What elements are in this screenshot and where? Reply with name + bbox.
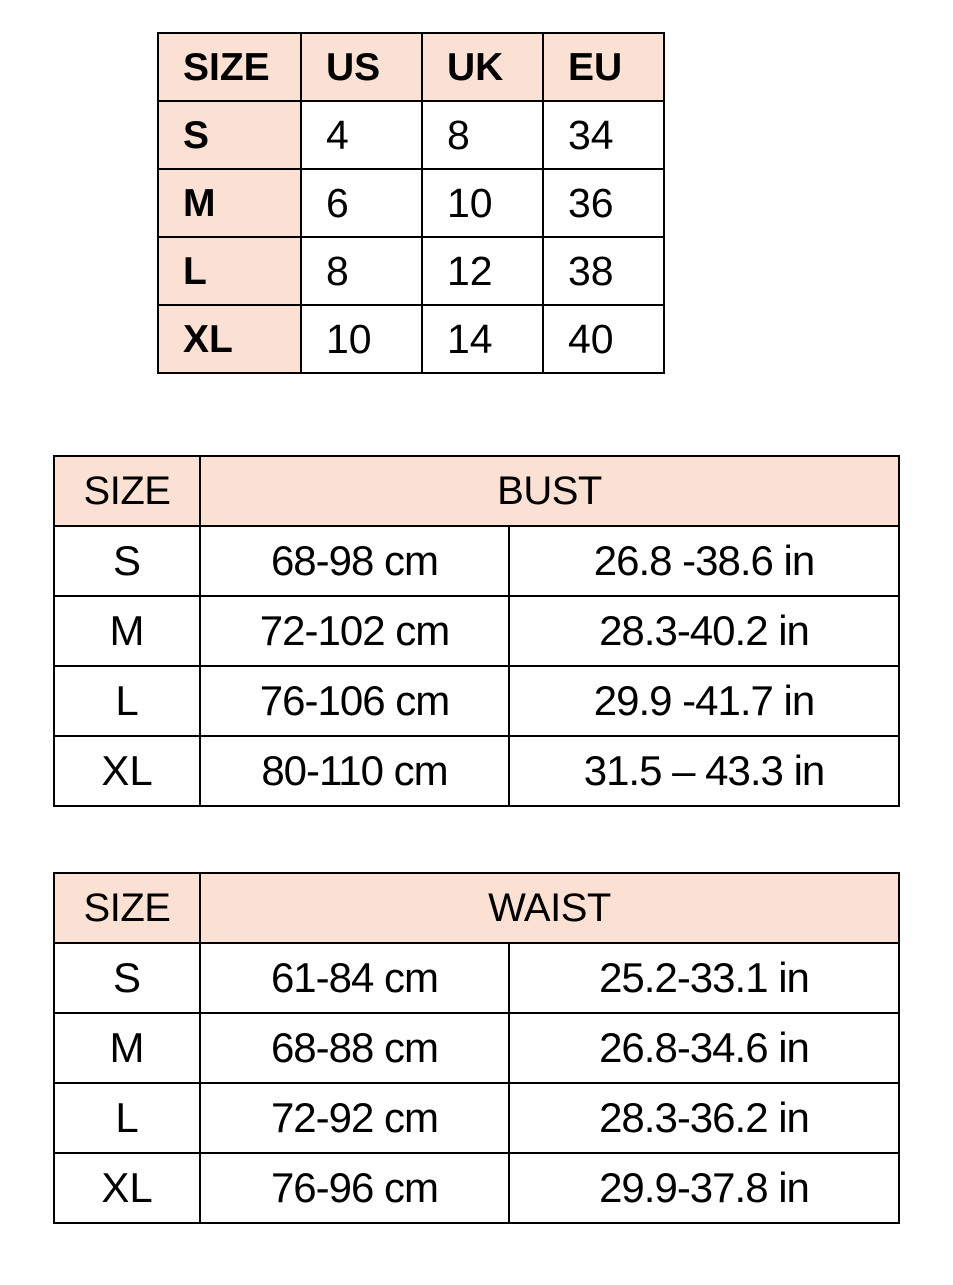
column-header-size: SIZE	[157, 32, 302, 102]
table-row: M 6 10 36	[157, 168, 665, 238]
cell-bust-in: 26.8 -38.6 in	[508, 525, 900, 597]
cell-waist-in: 28.3-36.2 in	[508, 1082, 900, 1154]
table-header-row: SIZE BUST	[53, 455, 900, 527]
table-header-row: SIZE WAIST	[53, 872, 900, 944]
table-row: M 68-88 cm 26.8-34.6 in	[53, 1012, 900, 1084]
cell-us: 6	[300, 168, 423, 238]
column-header-us: US	[300, 32, 423, 102]
cell-uk: 12	[421, 236, 544, 306]
cell-waist-in: 26.8-34.6 in	[508, 1012, 900, 1084]
cell-size: S	[157, 100, 302, 170]
column-header-size: SIZE	[53, 455, 201, 527]
cell-waist-cm: 68-88 cm	[199, 1012, 510, 1084]
table-row: S 68-98 cm 26.8 -38.6 in	[53, 525, 900, 597]
column-header-waist: WAIST	[199, 872, 900, 944]
cell-us: 10	[300, 304, 423, 374]
cell-bust-in: 31.5 – 43.3 in	[508, 735, 900, 807]
table-row: L 76-106 cm 29.9 -41.7 in	[53, 665, 900, 737]
cell-waist-in: 25.2-33.1 in	[508, 942, 900, 1014]
table-row: S 4 8 34	[157, 100, 665, 170]
table-row: XL 76-96 cm 29.9-37.8 in	[53, 1152, 900, 1224]
column-header-size: SIZE	[53, 872, 201, 944]
cell-size: L	[157, 236, 302, 306]
cell-uk: 14	[421, 304, 544, 374]
table-row: XL 10 14 40	[157, 304, 665, 374]
cell-eu: 36	[542, 168, 665, 238]
table-row: XL 80-110 cm 31.5 – 43.3 in	[53, 735, 900, 807]
cell-uk: 10	[421, 168, 544, 238]
cell-bust-in: 28.3-40.2 in	[508, 595, 900, 667]
cell-size: XL	[53, 1152, 201, 1224]
column-header-eu: EU	[542, 32, 665, 102]
cell-size: M	[157, 168, 302, 238]
cell-waist-cm: 76-96 cm	[199, 1152, 510, 1224]
international-size-conversion-table: SIZE US UK EU S 4 8 34 M 6 10 36 L 8 12 …	[157, 32, 665, 374]
table-row: M 72-102 cm 28.3-40.2 in	[53, 595, 900, 667]
cell-size: XL	[53, 735, 201, 807]
cell-waist-cm: 61-84 cm	[199, 942, 510, 1014]
column-header-uk: UK	[421, 32, 544, 102]
cell-size: M	[53, 1012, 201, 1084]
bust-measurements-table: SIZE BUST S 68-98 cm 26.8 -38.6 in M 72-…	[53, 455, 900, 807]
cell-us: 4	[300, 100, 423, 170]
cell-bust-cm: 76-106 cm	[199, 665, 510, 737]
cell-size: S	[53, 942, 201, 1014]
cell-size: XL	[157, 304, 302, 374]
table-row: L 8 12 38	[157, 236, 665, 306]
cell-size: L	[53, 665, 201, 737]
table-header-row: SIZE US UK EU	[157, 32, 665, 102]
cell-eu: 40	[542, 304, 665, 374]
cell-size: S	[53, 525, 201, 597]
cell-bust-in: 29.9 -41.7 in	[508, 665, 900, 737]
cell-eu: 34	[542, 100, 665, 170]
cell-size: L	[53, 1082, 201, 1154]
cell-bust-cm: 68-98 cm	[199, 525, 510, 597]
cell-uk: 8	[421, 100, 544, 170]
table-row: L 72-92 cm 28.3-36.2 in	[53, 1082, 900, 1154]
cell-us: 8	[300, 236, 423, 306]
cell-eu: 38	[542, 236, 665, 306]
table-row: S 61-84 cm 25.2-33.1 in	[53, 942, 900, 1014]
cell-bust-cm: 80-110 cm	[199, 735, 510, 807]
cell-bust-cm: 72-102 cm	[199, 595, 510, 667]
cell-waist-in: 29.9-37.8 in	[508, 1152, 900, 1224]
cell-size: M	[53, 595, 201, 667]
column-header-bust: BUST	[199, 455, 900, 527]
waist-measurements-table: SIZE WAIST S 61-84 cm 25.2-33.1 in M 68-…	[53, 872, 900, 1224]
cell-waist-cm: 72-92 cm	[199, 1082, 510, 1154]
